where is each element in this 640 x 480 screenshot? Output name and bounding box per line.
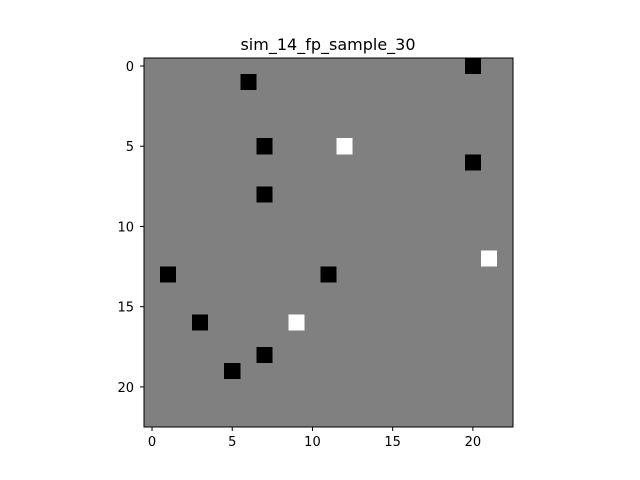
heatmap-cell <box>288 314 305 331</box>
heatmap-cell <box>160 266 177 283</box>
heatmap-cell <box>320 266 337 283</box>
heatmap-cell <box>336 138 353 155</box>
chart-title: sim_14_fp_sample_30 <box>240 35 415 55</box>
x-tick-label: 0 <box>148 435 156 450</box>
plot-area <box>143 57 514 428</box>
y-tick-label: 0 <box>126 60 134 75</box>
heatmap-cell <box>256 346 273 363</box>
heatmap-cell <box>240 74 257 91</box>
heatmap-cell <box>256 138 273 155</box>
heatmap-cell <box>464 58 481 75</box>
y-tick-label: 15 <box>117 301 134 316</box>
heatmap-cell <box>256 186 273 203</box>
axes-frame <box>143 57 514 428</box>
heatmap-cell <box>464 154 481 171</box>
x-tick-label: 15 <box>384 435 401 450</box>
y-tick-label: 20 <box>117 381 134 396</box>
x-axis: 0 5 10 15 20 <box>148 427 481 450</box>
heatmap-cell <box>224 362 241 379</box>
y-axis: 0 5 10 15 20 <box>117 60 144 396</box>
heatmap-cell <box>192 314 209 331</box>
x-tick-label: 10 <box>304 435 321 450</box>
y-tick-label: 10 <box>117 220 134 235</box>
x-tick-label: 5 <box>228 435 236 450</box>
heatmap-cell <box>480 250 497 267</box>
heatmap-background <box>144 58 513 427</box>
x-tick-label: 20 <box>465 435 482 450</box>
y-tick-label: 5 <box>126 140 134 155</box>
